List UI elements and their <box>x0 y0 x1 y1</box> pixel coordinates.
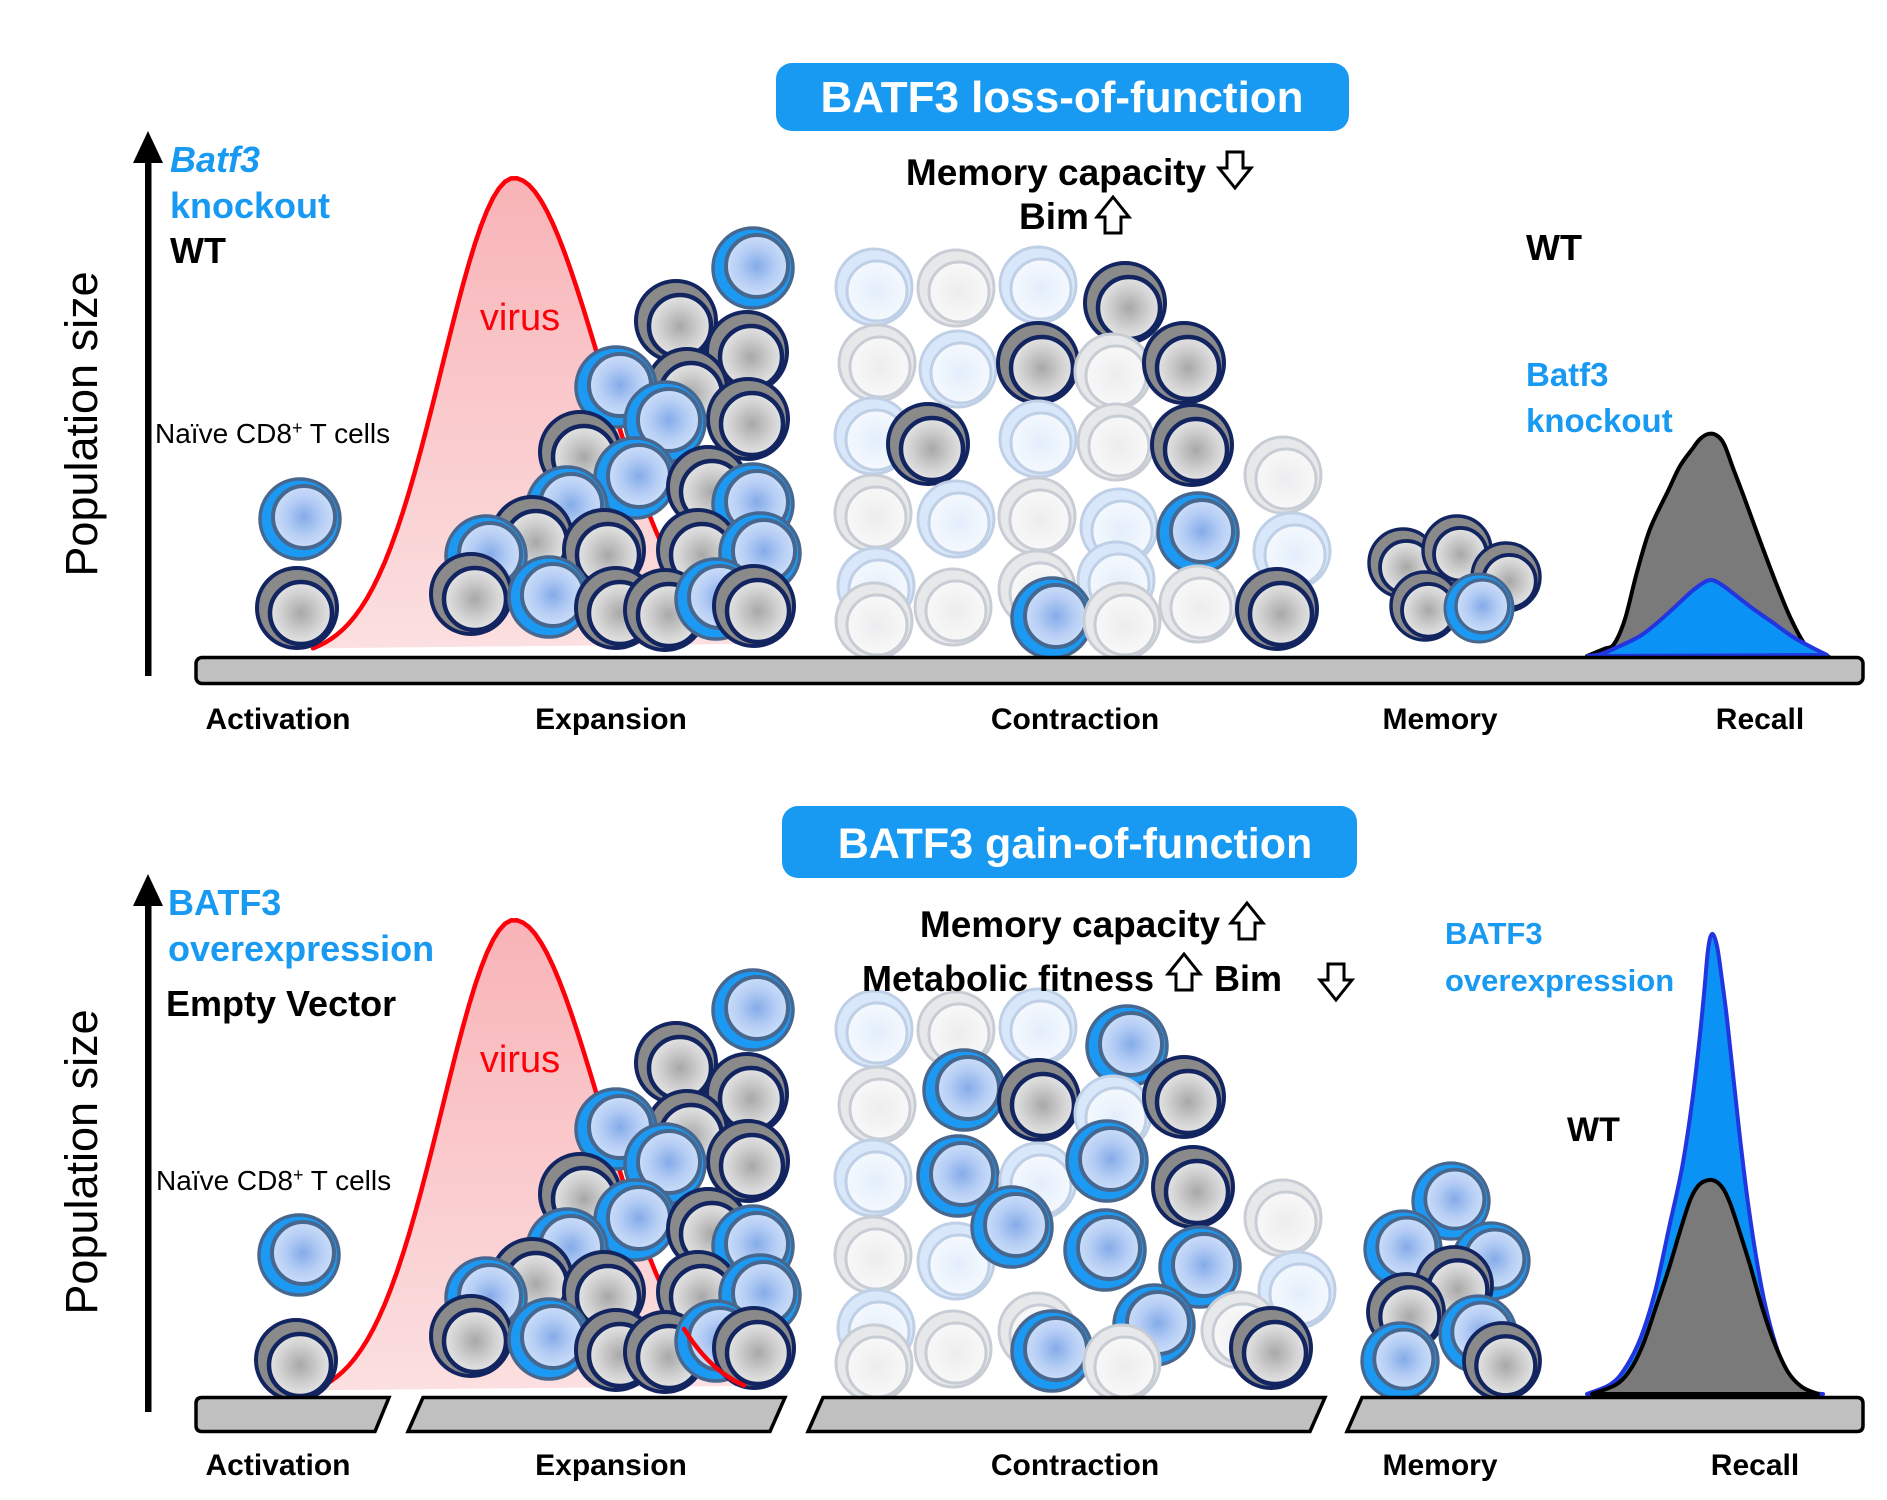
svg-text:WT: WT <box>170 230 226 271</box>
svg-text:overexpression: overexpression <box>168 928 434 969</box>
svg-text:Memory: Memory <box>1382 703 1497 736</box>
svg-text:Recall: Recall <box>1711 1449 1799 1482</box>
svg-text:overexpression: overexpression <box>1445 963 1674 998</box>
svg-text:Recall: Recall <box>1716 703 1804 736</box>
svg-text:Bim: Bim <box>1019 196 1089 237</box>
svg-text:BATF3 gain-of-function: BATF3 gain-of-function <box>838 820 1313 868</box>
svg-text:Metabolic fitness: Metabolic fitness <box>862 958 1154 999</box>
svg-text:BATF3: BATF3 <box>168 882 281 923</box>
svg-text:Expansion: Expansion <box>535 1449 687 1482</box>
svg-text:Contraction: Contraction <box>991 1449 1159 1482</box>
svg-text:BATF3 loss-of-function: BATF3 loss-of-function <box>820 73 1303 122</box>
svg-text:Population size: Population size <box>56 1009 107 1314</box>
svg-text:Batf3: Batf3 <box>170 139 260 180</box>
svg-text:Batf3: Batf3 <box>1526 356 1609 393</box>
svg-text:Activation: Activation <box>205 1449 350 1482</box>
svg-text:Expansion: Expansion <box>535 703 687 736</box>
svg-text:Naïve CD8+ T cells: Naïve CD8+ T cells <box>155 418 390 449</box>
svg-text:Contraction: Contraction <box>991 703 1159 736</box>
svg-text:Memory capacity: Memory capacity <box>906 152 1207 193</box>
svg-text:knockout: knockout <box>1526 402 1673 439</box>
svg-text:Memory capacity: Memory capacity <box>920 904 1221 945</box>
svg-text:knockout: knockout <box>170 185 330 226</box>
svg-text:Empty Vector: Empty Vector <box>166 983 396 1024</box>
svg-text:virus: virus <box>480 1039 560 1081</box>
svg-text:Activation: Activation <box>205 703 350 736</box>
svg-text:WT: WT <box>1567 1111 1620 1149</box>
svg-text:Bim: Bim <box>1214 958 1282 999</box>
svg-text:BATF3: BATF3 <box>1445 916 1543 951</box>
svg-text:Memory: Memory <box>1382 1449 1497 1482</box>
svg-text:virus: virus <box>480 297 560 339</box>
svg-text:Naïve CD8+ T cells: Naïve CD8+ T cells <box>156 1165 391 1196</box>
svg-text:Population size: Population size <box>56 271 107 576</box>
svg-text:WT: WT <box>1526 227 1582 268</box>
